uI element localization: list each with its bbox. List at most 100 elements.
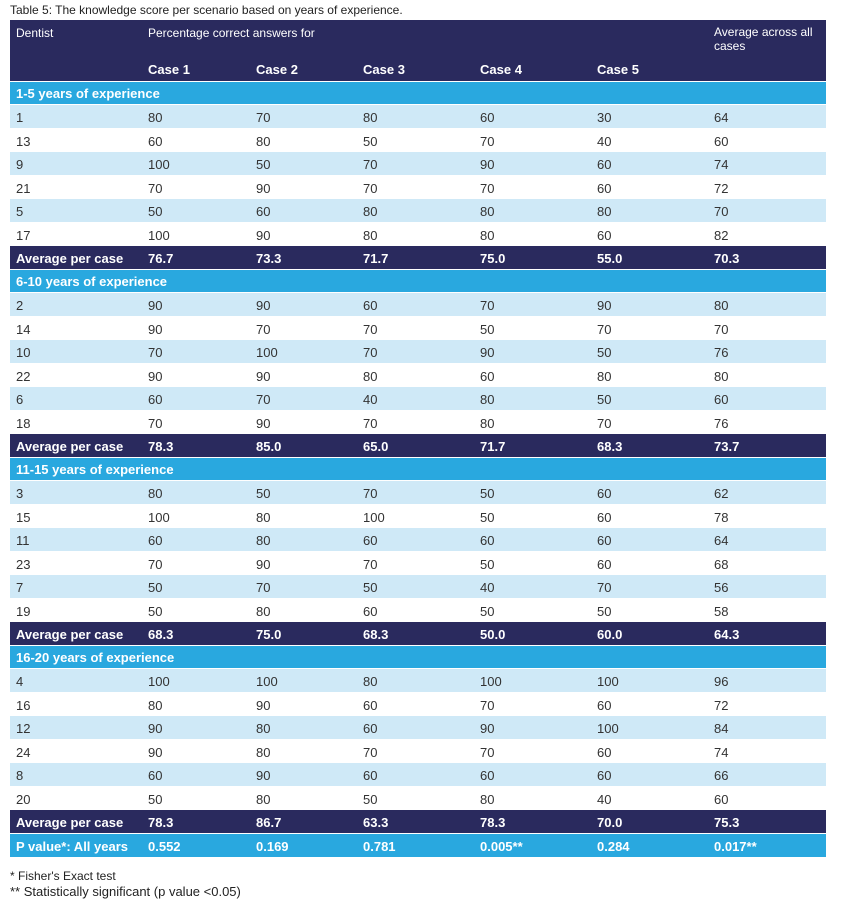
- table-notes: * Fisher's Exact test ** Statistically s…: [10, 868, 241, 900]
- cell-case-3: 50: [363, 791, 378, 807]
- table-row: 12 90 80 60 90 100 84: [10, 715, 826, 739]
- cell-case-4: 90: [480, 721, 495, 736]
- cell-case-2: 80: [256, 721, 271, 736]
- cell-case-3: 60: [363, 298, 378, 313]
- cell-case-3: 80: [363, 110, 378, 125]
- table-header-row: Dentist Percentage correct answers for A…: [10, 20, 826, 57]
- cell-dentist: 8: [16, 768, 24, 783]
- cell-case-4: 60: [480, 368, 495, 384]
- group-header: 6-10 years of experience: [10, 269, 826, 292]
- cell-case-4: 50: [480, 556, 495, 572]
- cell-case-3: 60: [363, 533, 378, 548]
- average-case-5: 60.0: [597, 627, 623, 642]
- cell-case-2: 90: [256, 768, 271, 783]
- cell-case-1: 90: [148, 744, 163, 760]
- cell-case-3: 70: [363, 556, 378, 572]
- cell-case-1: 100: [148, 157, 170, 172]
- cell-case-1: 70: [148, 345, 163, 360]
- average-row: Average per case 76.7 73.3 71.7 75.0 55.0 70.3: [10, 245, 826, 269]
- table-row: 8 60 90 60 60 60 66: [10, 762, 826, 786]
- cell-case-3: 70: [363, 744, 378, 760]
- cell-case-5: 80: [597, 368, 612, 384]
- cell-case-5: 70: [597, 415, 612, 431]
- cell-average: 68: [714, 556, 729, 572]
- cell-case-2: 90: [256, 227, 271, 243]
- pvalue-case-4: 0.005**: [480, 839, 523, 854]
- cell-case-1: 70: [148, 180, 163, 196]
- cell-average: 64: [714, 533, 729, 548]
- cell-case-3: 60: [363, 721, 378, 736]
- average-case-2: 73.3: [256, 251, 282, 266]
- cell-case-5: 50: [597, 392, 612, 407]
- cell-case-4: 60: [480, 768, 495, 783]
- pvalue-label: P value*: All years: [16, 839, 129, 854]
- pvalue-average: 0.017**: [714, 839, 757, 854]
- table-row: 19 50 80 60 50 50 58: [10, 597, 826, 621]
- average-case-2: 75.0: [256, 627, 282, 642]
- cell-case-2: 90: [256, 368, 271, 384]
- cell-case-5: 70: [597, 580, 612, 595]
- cell-case-4: 70: [480, 298, 495, 313]
- average-case-4: 75.0: [480, 251, 506, 266]
- cell-dentist: 22: [16, 368, 31, 384]
- cell-case-4: 50: [480, 603, 495, 619]
- header-average-all: Average across all cases: [714, 25, 813, 53]
- cell-case-1: 80: [148, 110, 163, 125]
- cell-case-1: 50: [148, 580, 163, 595]
- average-case-4: 50.0: [480, 627, 506, 642]
- cell-case-5: 90: [597, 298, 612, 313]
- cell-average: 72: [714, 180, 729, 196]
- average-row: Average per case 78.3 86.7 63.3 78.3 70.0 75.3: [10, 809, 826, 833]
- table-row: 4 100 100 80 100 100 96: [10, 668, 826, 692]
- cell-case-5: 100: [597, 721, 619, 736]
- table-row: 6 60 70 40 80 50 60: [10, 386, 826, 410]
- cell-case-5: 30: [597, 110, 612, 125]
- cell-case-1: 80: [148, 486, 163, 501]
- cell-case-4: 70: [480, 744, 495, 760]
- cell-case-4: 60: [480, 110, 495, 125]
- cell-case-1: 70: [148, 556, 163, 572]
- table-row: 3 80 50 70 50 60 62: [10, 480, 826, 504]
- cell-case-1: 80: [148, 697, 163, 713]
- cell-case-4: 50: [480, 509, 495, 525]
- table-row: 18 70 90 70 80 70 76: [10, 409, 826, 433]
- cell-case-4: 90: [480, 157, 495, 172]
- cell-case-1: 50: [148, 791, 163, 807]
- cell-dentist: 17: [16, 227, 31, 243]
- cell-dentist: 14: [16, 321, 31, 337]
- cell-case-4: 80: [480, 204, 495, 219]
- cell-average: 82: [714, 227, 729, 243]
- header-percentage: Percentage correct answers for: [148, 26, 315, 40]
- cell-average: 70: [714, 204, 729, 219]
- cell-case-1: 70: [148, 415, 163, 431]
- cell-case-2: 70: [256, 392, 271, 407]
- average-row: Average per case 68.3 75.0 68.3 50.0 60.0 64.3: [10, 621, 826, 645]
- cell-case-3: 60: [363, 697, 378, 713]
- cell-case-5: 80: [597, 204, 612, 219]
- cell-case-5: 60: [597, 227, 612, 243]
- group-label: 1-5 years of experience: [16, 86, 160, 101]
- table-body: 1-5 years of experience 1 80 70 80 60 30 64 13 60…: [10, 81, 826, 833]
- cell-average: 74: [714, 744, 729, 760]
- cell-case-5: 60: [597, 509, 612, 525]
- table-row: 22 90 90 80 60 80 80: [10, 362, 826, 386]
- cell-case-5: 50: [597, 345, 612, 360]
- cell-dentist: 3: [16, 486, 24, 501]
- cell-case-5: 60: [597, 180, 612, 196]
- cell-average: 80: [714, 368, 729, 384]
- cell-dentist: 9: [16, 157, 24, 172]
- cell-case-3: 50: [363, 133, 378, 149]
- cell-average: 56: [714, 580, 729, 595]
- cell-case-2: 90: [256, 180, 271, 196]
- cell-case-2: 70: [256, 110, 271, 125]
- table-row: 9 100 50 70 90 60 74: [10, 151, 826, 175]
- cell-case-1: 90: [148, 368, 163, 384]
- cell-dentist: 20: [16, 791, 31, 807]
- table-row: 7 50 70 50 40 70 56: [10, 574, 826, 598]
- cell-case-5: 70: [597, 321, 612, 337]
- cell-case-4: 80: [480, 415, 495, 431]
- table-row: 17 100 90 80 80 60 82: [10, 221, 826, 245]
- footnote-fisher: * Fisher's Exact test: [10, 869, 116, 883]
- average-case-5: 55.0: [597, 251, 623, 266]
- average-label: Average per case: [16, 627, 124, 642]
